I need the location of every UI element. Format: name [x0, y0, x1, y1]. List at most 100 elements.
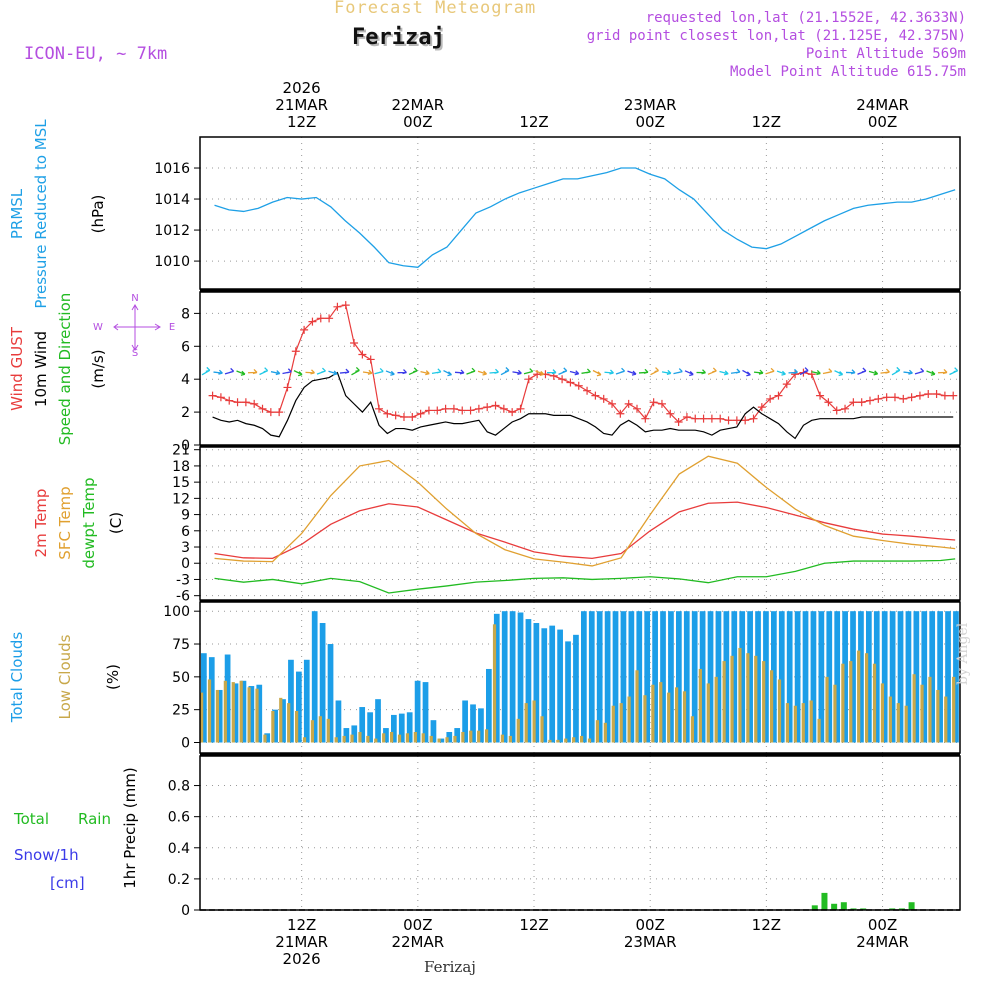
precip-snow-label: Snow/1h	[14, 846, 79, 864]
top-axis-label: 2026	[283, 79, 321, 97]
low-cloud-bar	[706, 683, 710, 743]
low-cloud-bar	[793, 705, 797, 743]
wind-direction-arrow	[351, 366, 360, 376]
panel-frames	[194, 136, 961, 911]
gust-marker	[391, 411, 400, 420]
y-tick-label: 0.6	[168, 810, 190, 826]
precip-bar	[889, 908, 896, 910]
gust-marker	[924, 390, 933, 398]
panel-frame	[199, 136, 961, 290]
gust-marker	[707, 414, 716, 423]
low-cloud-bar	[587, 738, 592, 743]
y-tick-label: 0.2	[168, 872, 190, 888]
gust-marker	[940, 391, 949, 400]
axis-text: 101010121014101602468-6-3036912151821025…	[8, 79, 909, 968]
low-cloud-bar	[809, 700, 813, 743]
total-cloud-bar	[216, 689, 223, 743]
wind-direction-arrow	[880, 368, 890, 374]
total-cloud-bar	[541, 628, 548, 743]
wind-direction-arrow	[868, 370, 879, 376]
low-cloud-bar	[382, 733, 386, 743]
total-cloud-bar	[462, 700, 468, 743]
gust-marker	[350, 339, 359, 347]
low-cloud-bar	[485, 729, 489, 743]
gust-label: Wind GUST	[8, 326, 26, 411]
gust-marker	[741, 416, 750, 425]
low-cloud-bar	[730, 655, 734, 743]
total-cloud-bar	[517, 612, 524, 743]
total-cloud-bar	[644, 611, 651, 743]
low-cloud-bar	[667, 692, 671, 743]
total-cloud-bar	[319, 623, 326, 743]
gust-marker	[657, 399, 666, 408]
low-cloud-bar	[675, 687, 679, 743]
low-cloud-bar	[358, 731, 362, 743]
gust-marker	[766, 394, 775, 403]
y-tick-label: 1010	[154, 254, 190, 270]
bottom-axis-label: 12Z	[752, 916, 781, 934]
gust-marker	[774, 391, 783, 400]
low-cloud-bar	[287, 703, 291, 743]
wind-direction-arrow	[293, 370, 303, 377]
low-cloud-bar	[682, 691, 687, 743]
low-cloud-bar	[714, 676, 718, 743]
low-cloud-bar	[952, 676, 956, 743]
low-cloud-bar	[429, 735, 433, 743]
wind-direction-arrow	[707, 367, 717, 375]
gust-marker	[907, 393, 916, 402]
dewpoint-line	[214, 558, 956, 594]
low-cloud-bar	[342, 735, 346, 743]
wind-direction-arrow	[397, 369, 407, 375]
panel-frame	[199, 446, 961, 601]
total-cloud-bar	[256, 684, 263, 743]
y-tick-label: 25	[172, 703, 190, 719]
gust-marker	[399, 413, 408, 422]
bottom-axis-label: 24MAR	[856, 933, 909, 951]
wind-direction-arrow	[650, 367, 659, 376]
pressure-label-1: PRMSL	[8, 188, 26, 239]
gust-marker	[266, 408, 275, 417]
cloud-bars	[200, 611, 959, 910]
panel-frame	[199, 755, 961, 911]
wind-direction-arrow	[374, 367, 384, 375]
wind-direction-arrow	[270, 370, 281, 376]
low-cloud-bar	[548, 739, 552, 743]
wind-direction-arrow	[282, 368, 292, 375]
low-cloud-bar	[611, 705, 615, 743]
gust-marker	[416, 409, 425, 418]
chart-title: Forecast Meteogram	[334, 0, 537, 18]
bottom-axis-label: 00Z	[868, 916, 897, 934]
low-cloud-bar	[785, 703, 790, 743]
low-cloud-bar	[690, 716, 695, 743]
wind-direction-arrow	[753, 369, 764, 375]
total-cloud-bar	[707, 611, 714, 743]
total-cloud-bar	[264, 733, 271, 743]
low-cloud-bar	[777, 679, 782, 743]
wind-direction-arrow	[765, 367, 775, 375]
total-cloud-bar	[581, 611, 587, 743]
wind-direction-arrow	[316, 367, 326, 375]
low-cloud-bar	[405, 733, 410, 743]
top-axis-label: 24MAR	[856, 96, 909, 114]
total-cloud-bar	[747, 611, 753, 743]
gust-marker	[558, 375, 567, 384]
total-cloud-bar	[224, 654, 231, 743]
total-cloud-bar	[509, 611, 516, 743]
pressure-unit: (hPa)	[89, 195, 107, 234]
wind-direction-arrow	[638, 368, 649, 374]
wind-direction-arrow	[730, 368, 741, 374]
total-cloud-bar	[208, 657, 215, 743]
low-cloud-bar	[825, 676, 829, 743]
total-cloud-bar	[778, 611, 785, 743]
gust-marker	[749, 414, 758, 423]
precip-bar	[811, 905, 818, 910]
precip-bar	[831, 903, 838, 910]
low-cloud-bar	[849, 661, 853, 743]
low-cloud-bar	[896, 703, 900, 743]
low-cloud-bar	[619, 703, 623, 743]
total-cloud-bar	[628, 611, 635, 743]
gust-marker	[691, 414, 700, 423]
wind-direction-arrow	[523, 368, 534, 375]
total-cloud-bar	[873, 611, 880, 743]
